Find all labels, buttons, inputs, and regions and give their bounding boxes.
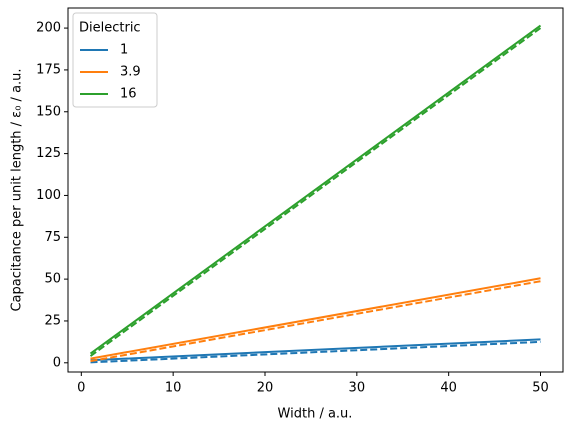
y-tick-label: 75	[44, 230, 61, 245]
series-line	[89, 27, 542, 357]
x-tick-label: 0	[77, 381, 85, 396]
x-axis-label: Width / a.u.	[278, 407, 353, 422]
series-line	[90, 277, 541, 360]
x-tick-label: 20	[257, 381, 274, 396]
y-tick-label: 50	[44, 272, 61, 287]
x-tick-label: 30	[349, 381, 366, 396]
legend-label: 16	[120, 87, 137, 102]
plot-frame	[67, 7, 564, 373]
x-tick-label: 10	[165, 381, 182, 396]
series-line	[90, 338, 541, 362]
y-tick-label: 0	[53, 355, 61, 370]
series-line	[89, 24, 542, 355]
legend-title: Dielectric	[79, 21, 141, 36]
y-tick-label: 25	[44, 313, 61, 328]
y-axis-label: Capacitance per unit length / ε₀ / a.u.	[10, 68, 25, 311]
legend-label: 3.9	[120, 65, 141, 80]
y-tick-label: 150	[36, 104, 61, 119]
series-line	[90, 280, 541, 363]
y-tick-label: 125	[36, 146, 61, 161]
legend-label: 1	[120, 43, 128, 58]
y-tick-label: 100	[36, 188, 61, 203]
y-tick-label: 175	[36, 62, 61, 77]
y-tick-label: 200	[36, 21, 61, 36]
legend-box	[72, 12, 158, 108]
x-tick-label: 50	[532, 381, 549, 396]
series-line	[90, 340, 541, 364]
x-tick-label: 40	[440, 381, 457, 396]
